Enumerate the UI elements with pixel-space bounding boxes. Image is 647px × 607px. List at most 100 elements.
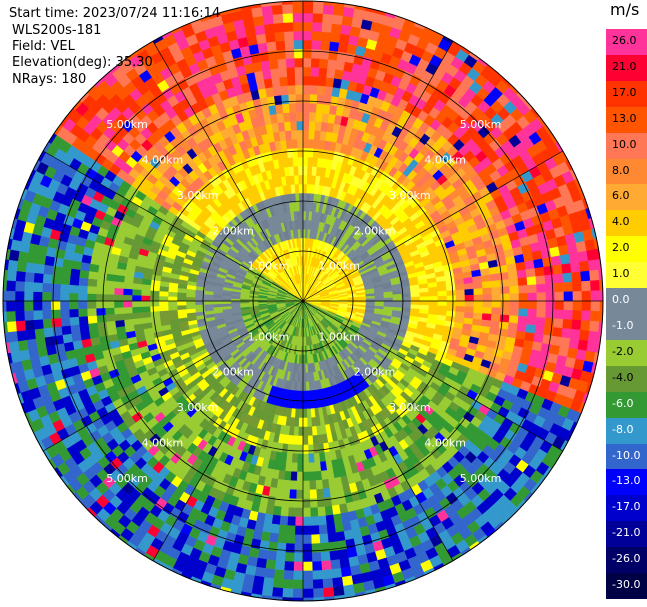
velocity-gate	[310, 525, 320, 536]
velocity-gate	[581, 300, 592, 312]
velocity-gate	[545, 300, 556, 311]
velocity-gate	[270, 523, 280, 534]
velocity-gate	[105, 280, 116, 289]
velocity-gate	[59, 308, 70, 319]
velocity-gate	[123, 318, 134, 327]
velocity-gate	[392, 297, 403, 302]
velocity-gate	[553, 318, 564, 329]
velocity-gate	[318, 67, 328, 78]
velocity-gate	[312, 435, 319, 445]
velocity-gate	[311, 48, 321, 59]
velocity-gate	[310, 57, 321, 68]
velocity-gate	[43, 327, 54, 338]
velocity-gate	[562, 272, 573, 284]
velocity-gate	[310, 516, 319, 527]
velocity-gate	[310, 534, 321, 545]
velocity-gate	[517, 277, 528, 287]
velocity-gate	[41, 291, 52, 302]
velocity-gate	[589, 320, 600, 333]
velocity-gate	[577, 250, 589, 263]
velocity-gate	[302, 480, 310, 491]
velocity-gate	[123, 281, 134, 290]
velocity-gate	[302, 435, 309, 446]
velocity-gate	[299, 390, 304, 401]
velocity-gate	[517, 315, 528, 325]
velocity-gate	[428, 305, 439, 311]
velocity-gate	[279, 515, 289, 526]
velocity-gate	[302, 138, 309, 149]
velocity-gate	[308, 471, 316, 482]
velocity-gate	[323, 496, 333, 508]
velocity-gate	[41, 282, 52, 293]
velocity-gate	[53, 334, 64, 345]
velocity-gate	[41, 300, 52, 311]
velocity-gate	[185, 304, 196, 310]
velocity-gate	[317, 515, 327, 526]
velocity-gate	[221, 300, 232, 305]
velocity-gate	[33, 318, 44, 330]
velocity-gate	[283, 561, 295, 572]
velocity-gate	[167, 305, 178, 311]
velocity-gate	[167, 291, 178, 297]
velocity-gate	[392, 293, 403, 299]
velocity-gate	[472, 281, 483, 290]
velocity-gate	[290, 462, 298, 473]
velocity-gate	[525, 268, 536, 278]
velocity-gate	[113, 300, 124, 308]
velocity-gate	[383, 300, 394, 305]
velocity-gate	[185, 296, 196, 302]
velocity-gate	[77, 300, 88, 310]
velocity-gate	[295, 489, 304, 500]
velocity-gate	[23, 300, 34, 311]
velocity-gate	[332, 513, 343, 525]
velocity-gate	[331, 577, 344, 588]
velocity-gate	[288, 498, 297, 509]
velocity-gate	[302, 201, 307, 212]
velocity-gate	[140, 300, 151, 307]
velocity-gate	[509, 293, 520, 302]
velocity-gate	[8, 340, 20, 353]
velocity-gate	[308, 462, 316, 473]
velocity-gate	[533, 258, 544, 269]
velocity-gate	[140, 289, 151, 296]
velocity-gate	[306, 408, 312, 419]
velocity-gate	[491, 307, 502, 316]
velocity-gate	[318, 524, 328, 535]
velocity-gate	[307, 147, 314, 158]
velocity-gate	[185, 300, 196, 306]
velocity-gate	[282, 588, 294, 599]
velocity-gate	[428, 286, 438, 293]
velocity-gate	[50, 291, 61, 302]
velocity-gate	[534, 325, 545, 336]
velocity-gate	[329, 41, 340, 52]
velocity-gate	[571, 271, 582, 283]
velocity-gate	[302, 390, 307, 401]
velocity-gate	[293, 426, 299, 437]
velocity-gate	[472, 312, 483, 321]
velocity-gate	[527, 300, 538, 310]
velocity-gate	[497, 264, 509, 274]
velocity-gate	[176, 296, 187, 302]
velocity-gate	[96, 279, 107, 288]
velocity-gate	[336, 540, 347, 551]
velocity-gate	[489, 273, 501, 282]
velocity-gate	[342, 584, 355, 596]
velocity-gate	[302, 174, 308, 185]
velocity-gate	[320, 551, 331, 562]
velocity-gate	[277, 533, 287, 544]
velocity-gate	[310, 507, 319, 518]
velocity-gate	[212, 297, 223, 302]
velocity-gate	[383, 297, 394, 302]
velocity-gate	[25, 261, 36, 273]
velocity-gate	[580, 270, 591, 282]
velocity-gate	[158, 300, 169, 307]
velocity-gate	[317, 85, 326, 96]
velocity-gate	[68, 308, 79, 318]
velocity-gate	[383, 294, 394, 299]
velocity-gate	[563, 281, 574, 293]
velocity-gate	[544, 317, 555, 328]
velocity-gate	[282, 488, 291, 499]
velocity-gate	[114, 281, 125, 289]
velocity-gate	[331, 14, 344, 25]
